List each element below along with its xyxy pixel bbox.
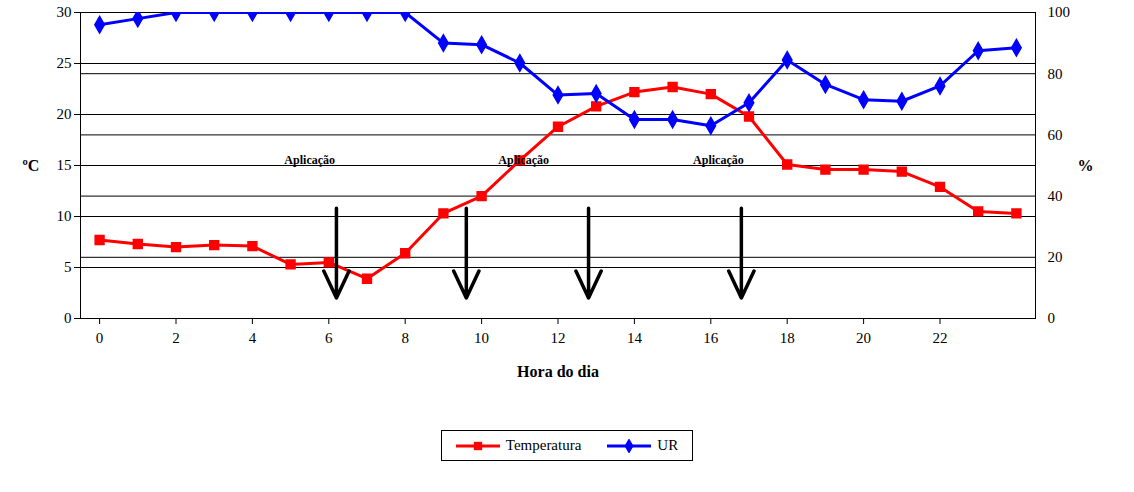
svg-text:10: 10 xyxy=(474,330,489,346)
svg-text:25: 25 xyxy=(57,55,72,71)
svg-text:Aplicação: Aplicação xyxy=(693,153,744,167)
svg-text:18: 18 xyxy=(780,330,795,346)
html-text:Temperatura: Temperatura xyxy=(505,437,582,453)
svg-text:20: 20 xyxy=(856,330,871,346)
svg-text:16: 16 xyxy=(703,330,719,346)
svg-text:20: 20 xyxy=(1048,249,1063,265)
svg-text:40: 40 xyxy=(1048,188,1063,204)
svg-text:%: % xyxy=(1078,157,1094,174)
svg-text:Hora do dia: Hora do dia xyxy=(517,363,599,380)
svg-text:80: 80 xyxy=(1048,66,1063,82)
svg-text:8: 8 xyxy=(401,330,409,346)
svg-text:100: 100 xyxy=(1048,4,1071,20)
svg-text:2: 2 xyxy=(172,330,180,346)
svg-text:Aplicação: Aplicação xyxy=(284,153,335,167)
svg-text:20: 20 xyxy=(57,106,72,122)
svg-text:14: 14 xyxy=(627,330,643,346)
svg-text:ºC: ºC xyxy=(23,157,40,174)
svg-text:15: 15 xyxy=(57,157,72,173)
svg-text:0: 0 xyxy=(64,310,72,326)
svg-text:6: 6 xyxy=(325,330,333,346)
svg-text:Aplicação: Aplicação xyxy=(498,153,549,167)
svg-text:10: 10 xyxy=(57,208,72,224)
svg-text:30: 30 xyxy=(57,4,72,20)
svg-text:22: 22 xyxy=(933,330,948,346)
svg-text:12: 12 xyxy=(551,330,566,346)
svg-text:60: 60 xyxy=(1048,127,1063,143)
svg-text:0: 0 xyxy=(96,330,104,346)
svg-text:4: 4 xyxy=(249,330,257,346)
html-text:UR: UR xyxy=(657,437,679,453)
svg-text:5: 5 xyxy=(64,259,72,275)
svg-text:0: 0 xyxy=(1048,310,1056,326)
